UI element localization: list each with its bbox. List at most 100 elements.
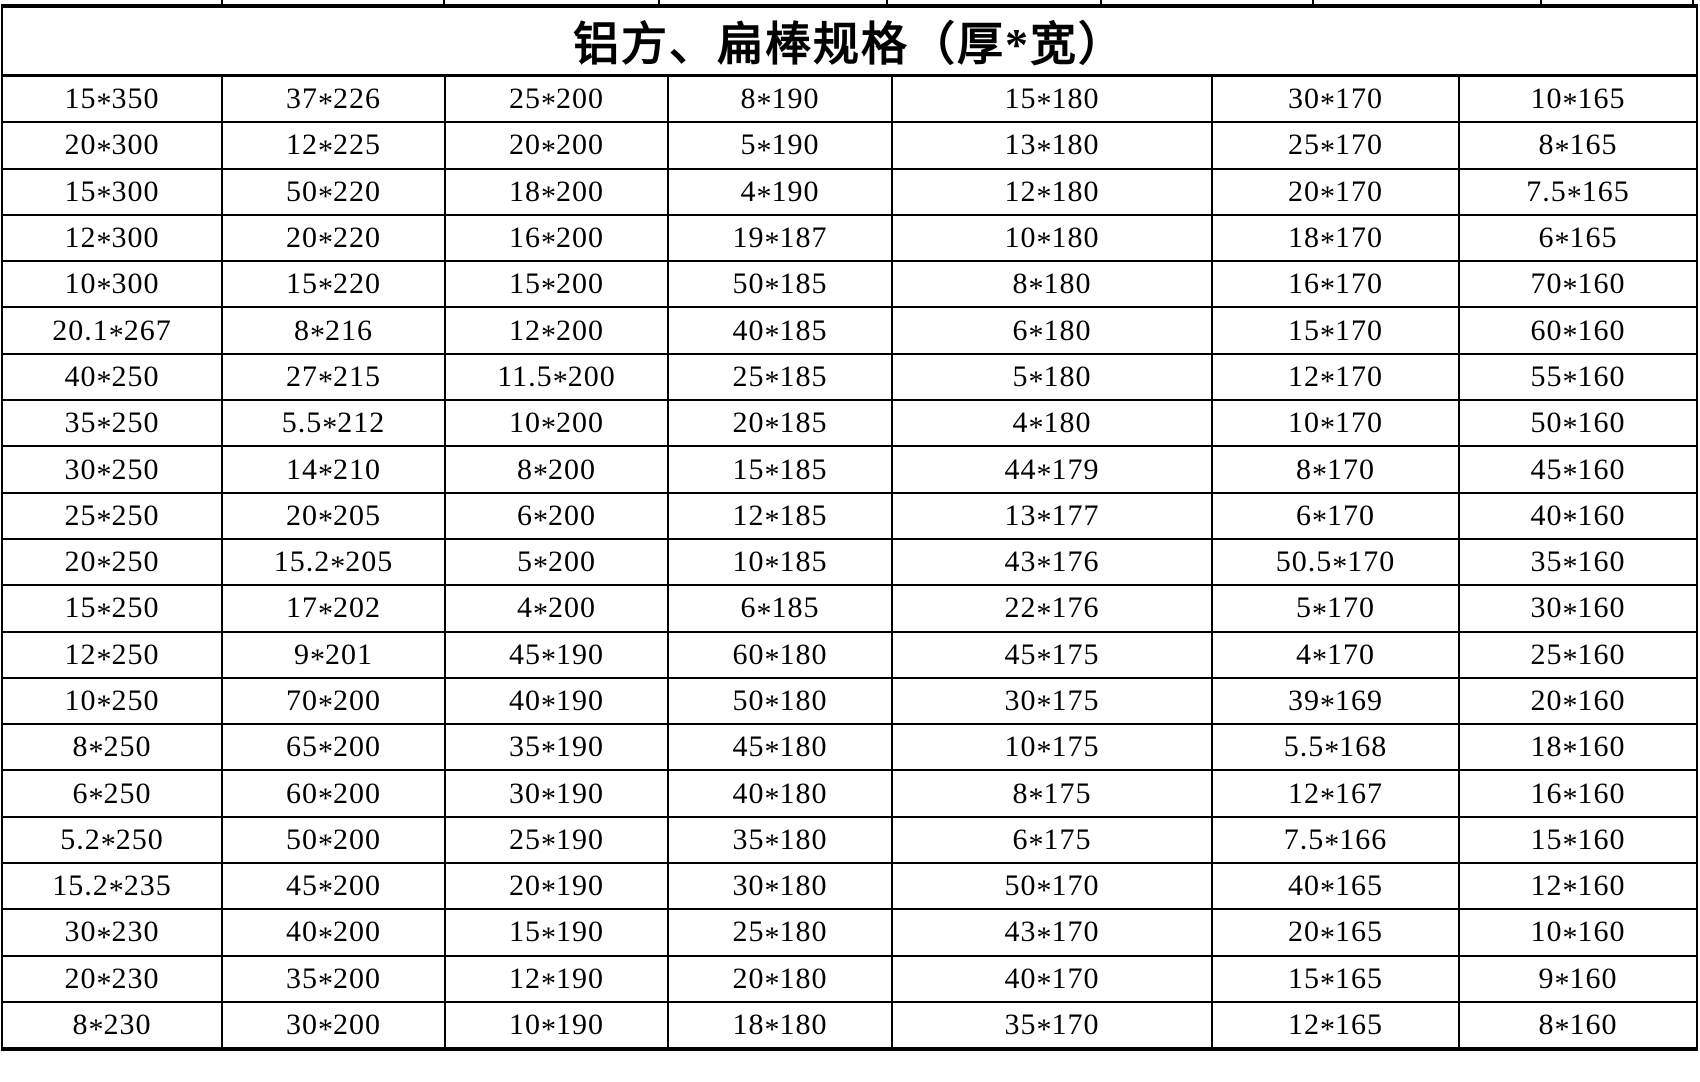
spec-cell: 4*200 xyxy=(444,584,669,633)
spec-cell: 20*220 xyxy=(221,213,446,263)
spec-cell: 8*250 xyxy=(1,723,223,772)
spec-cell: 12*185 xyxy=(667,491,893,540)
table-row: 20.1*267 8*216 12*200 40*185 6*180 15*170 60*1… xyxy=(1,306,1699,355)
grid-tick xyxy=(1692,0,1694,4)
spec-cell: 20.1*267 xyxy=(1,306,223,355)
spec-cell: 12*200 xyxy=(444,306,669,355)
spec-cell: 17*202 xyxy=(221,584,446,633)
spec-cell: 12*250 xyxy=(1,630,223,679)
spec-cell: 6*175 xyxy=(891,815,1213,865)
table-row: 20*250 15.2*205 5*200 10*185 43*176 50.5*170 3… xyxy=(1,537,1699,587)
spec-cell: 6*165 xyxy=(1457,213,1699,263)
spec-cell: 20*230 xyxy=(1,954,223,1003)
spec-cell: 11.5*200 xyxy=(444,352,669,402)
spec-cell: 12*167 xyxy=(1211,769,1460,818)
spec-cell: 15*190 xyxy=(444,908,669,957)
spec-cell: 25*250 xyxy=(1,491,223,540)
spec-cell: 12*165 xyxy=(1211,1000,1460,1051)
spec-cell: 5.5*212 xyxy=(221,399,446,448)
spec-cell: 8*200 xyxy=(444,445,669,494)
table-row: 25*250 20*205 6*200 12*185 13*177 6*170 40*160 xyxy=(1,491,1699,540)
spec-cell: 25*190 xyxy=(444,815,669,865)
spec-cell: 15.2*235 xyxy=(1,862,223,911)
spec-cell: 10*180 xyxy=(891,213,1213,263)
spec-cell: 8*190 xyxy=(667,74,893,124)
spec-cell: 60*200 xyxy=(221,769,446,818)
spec-cell: 5*190 xyxy=(667,121,893,170)
spec-cell: 50.5*170 xyxy=(1211,537,1460,587)
spec-cell: 15*160 xyxy=(1457,815,1699,865)
spec-cell: 45*200 xyxy=(221,862,446,911)
spec-cell: 30*200 xyxy=(221,1000,446,1051)
spec-cell: 15*350 xyxy=(1,74,223,124)
spec-cell: 15*220 xyxy=(221,260,446,309)
spec-cell: 15*170 xyxy=(1211,306,1460,355)
spec-cell: 44*179 xyxy=(891,445,1213,494)
spec-cell: 15.2*205 xyxy=(221,537,446,587)
spec-cell: 35*160 xyxy=(1457,537,1699,587)
spec-cell: 18*180 xyxy=(667,1000,893,1051)
spec-cell: 40*190 xyxy=(444,676,669,726)
spec-cell: 20*190 xyxy=(444,862,669,911)
spec-cell: 37*226 xyxy=(221,74,446,124)
spec-cell: 8*230 xyxy=(1,1000,223,1051)
grid-tick xyxy=(1312,0,1314,4)
spec-cell: 9*201 xyxy=(221,630,446,679)
spec-cell: 16*170 xyxy=(1211,260,1460,309)
spec-cell: 20*300 xyxy=(1,121,223,170)
spec-cell: 25*160 xyxy=(1457,630,1699,679)
spec-cell: 12*160 xyxy=(1457,862,1699,911)
spec-cell: 10*170 xyxy=(1211,399,1460,448)
table-row: 20*230 35*200 12*190 20*180 40*170 15*165 9*16… xyxy=(1,954,1699,1003)
spec-cell: 30*250 xyxy=(1,445,223,494)
spec-cell: 5*170 xyxy=(1211,584,1460,633)
spec-cell: 6*180 xyxy=(891,306,1213,355)
title-row: 铝方、扁棒规格（厚*宽） xyxy=(2,6,1698,77)
spec-cell: 35*180 xyxy=(667,815,893,865)
spec-cell: 50*200 xyxy=(221,815,446,865)
spec-cell: 8*160 xyxy=(1457,1000,1699,1051)
spec-cell: 35*250 xyxy=(1,399,223,448)
spec-cell: 15*180 xyxy=(891,74,1213,124)
spec-cell: 12*225 xyxy=(221,121,446,170)
spec-cell: 12*300 xyxy=(1,213,223,263)
table-row: 15*250 17*202 4*200 6*185 22*176 5*170 30*160 xyxy=(1,584,1699,633)
spec-cell: 20*170 xyxy=(1211,167,1460,216)
spec-cell: 35*170 xyxy=(891,1000,1213,1051)
spec-cell: 30*190 xyxy=(444,769,669,818)
spec-cell: 40*185 xyxy=(667,306,893,355)
spec-cell: 40*250 xyxy=(1,352,223,402)
spec-cell: 60*160 xyxy=(1457,306,1699,355)
spec-cell: 8*175 xyxy=(891,769,1213,818)
spec-cell: 8*216 xyxy=(221,306,446,355)
spec-cell: 43*170 xyxy=(891,908,1213,957)
spec-cell: 16*200 xyxy=(444,213,669,263)
spec-cell: 7.5*165 xyxy=(1457,167,1699,216)
spec-cell: 20*180 xyxy=(667,954,893,1003)
spec-cell: 10*250 xyxy=(1,676,223,726)
spec-cell: 5*200 xyxy=(444,537,669,587)
spec-cell: 20*205 xyxy=(221,491,446,540)
spec-cell: 6*250 xyxy=(1,769,223,818)
spec-cell: 70*200 xyxy=(221,676,446,726)
table-row: 30*250 14*210 8*200 15*185 44*179 8*170 45*160 xyxy=(1,445,1699,494)
spec-cell: 15*200 xyxy=(444,260,669,309)
table-title: 铝方、扁棒规格（厚*宽） xyxy=(2,6,1698,77)
spec-cell: 8*170 xyxy=(1211,445,1460,494)
spec-cell: 45*160 xyxy=(1457,445,1699,494)
spec-cell: 4*180 xyxy=(891,399,1213,448)
spec-cell: 45*180 xyxy=(667,723,893,772)
spec-cell: 8*180 xyxy=(891,260,1213,309)
spec-cell: 39*169 xyxy=(1211,676,1460,726)
spec-cell: 35*200 xyxy=(221,954,446,1003)
table-row: 20*300 12*225 20*200 5*190 13*180 25*170 8*165 xyxy=(1,121,1699,170)
spec-cell: 4*170 xyxy=(1211,630,1460,679)
grid-tick xyxy=(1100,0,1102,4)
grid-tick xyxy=(658,0,660,4)
table-row: 15*350 37*226 25*200 8*190 15*180 30*170 10*16… xyxy=(1,74,1699,124)
spec-cell: 20*200 xyxy=(444,121,669,170)
spec-cell: 50*160 xyxy=(1457,399,1699,448)
aluminum-spec-table: 铝方、扁棒规格（厚*宽） 15*350 37*226 25*200 8*190 15*1… xyxy=(1,4,1699,1052)
spec-cell: 15*165 xyxy=(1211,954,1460,1003)
spec-table-body: 15*350 37*226 25*200 8*190 15*180 30*170 10*16… xyxy=(1,74,1699,1051)
